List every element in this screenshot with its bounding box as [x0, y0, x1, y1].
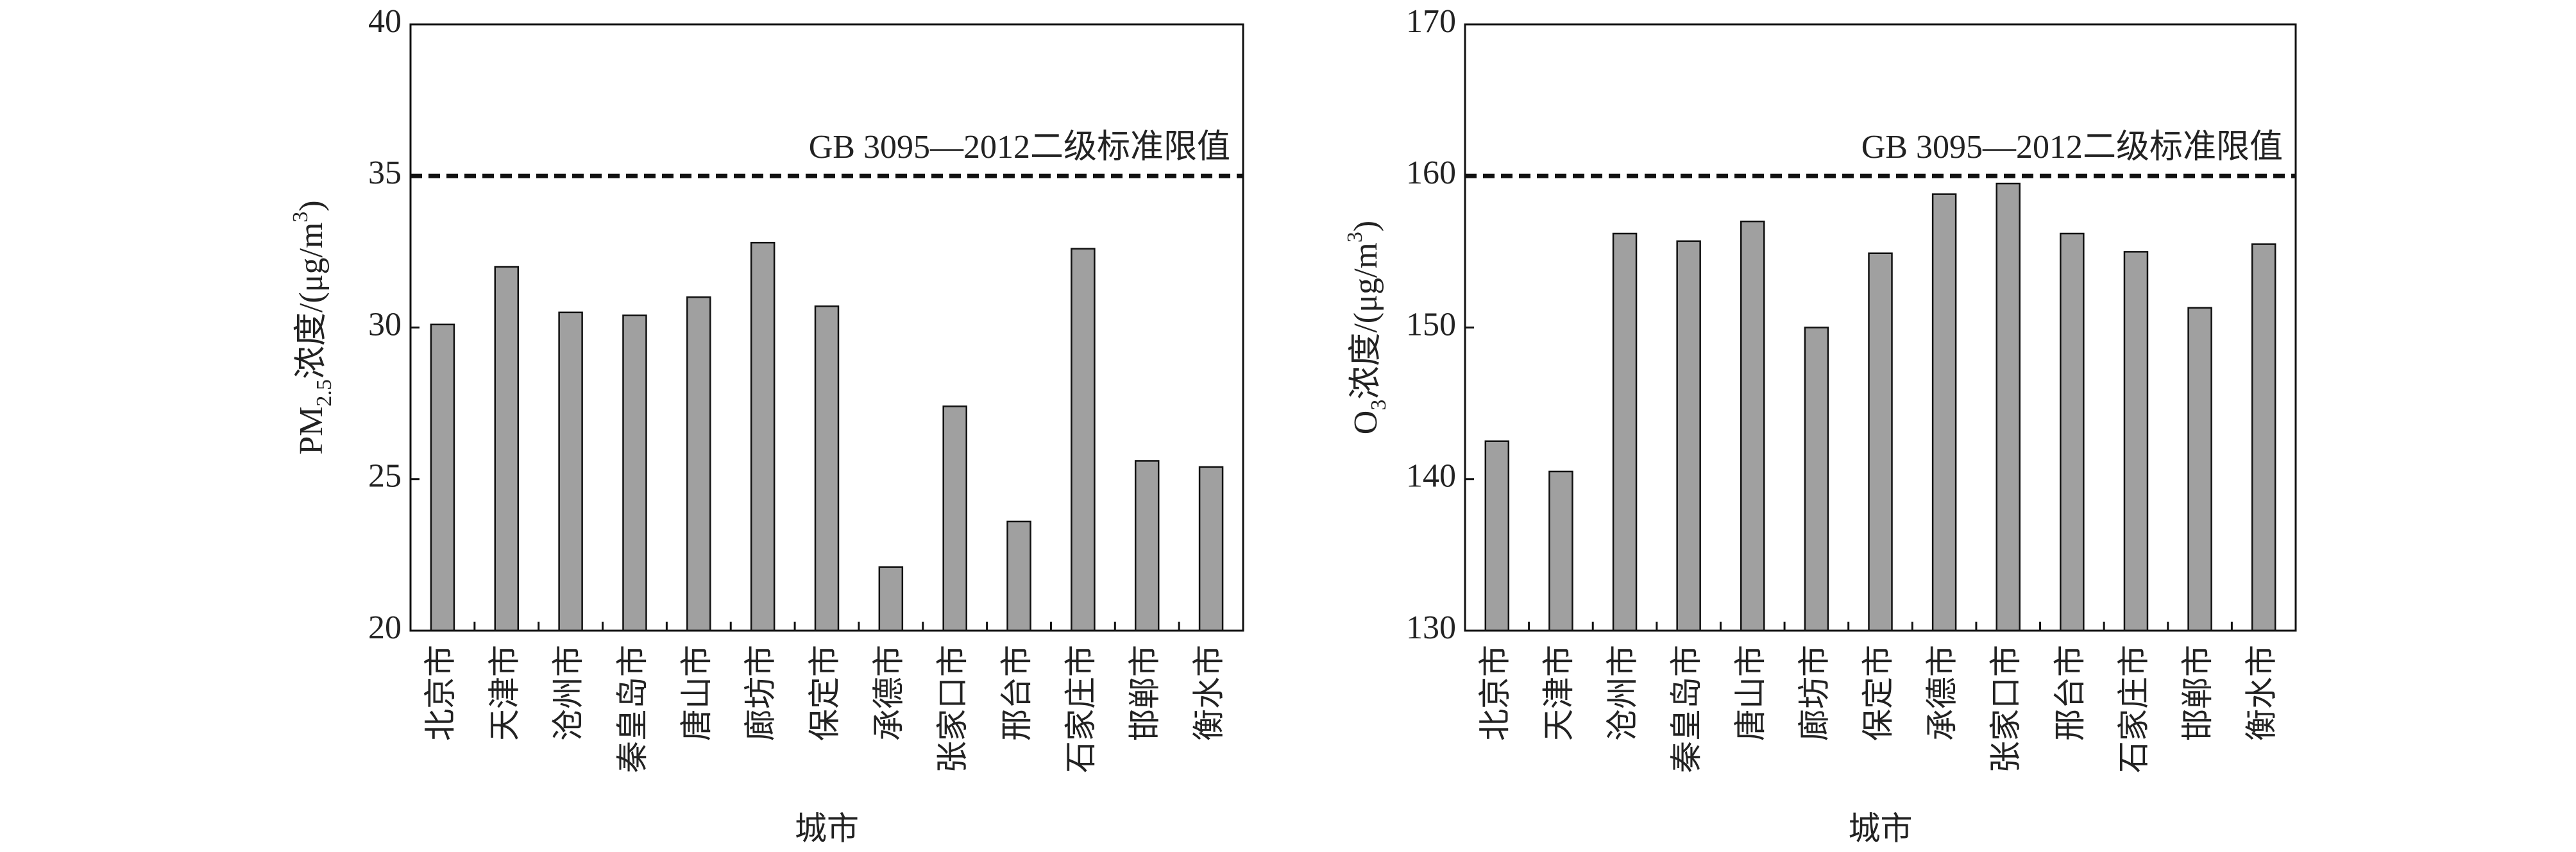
y-axis-label-part: PM	[293, 407, 330, 455]
bar	[2187, 307, 2212, 632]
y-tick-label: 35	[368, 155, 402, 191]
bar	[1548, 470, 1573, 632]
x-tick-label: 衡水市	[2243, 645, 2280, 741]
panel: 北京市 天津市 沧州市 秦皇岛市 唐山市 廊坊市 保定市 承德市 张家口市 邢台市 石家庄市 邯郸市衡…	[289, 3, 1244, 848]
y-axis-label-part: 3	[289, 212, 312, 223]
bar	[2123, 251, 2149, 632]
x-tick-label: 北京市	[421, 645, 459, 741]
x-axis-label: 城市	[1849, 810, 1913, 848]
bar	[814, 305, 840, 632]
axes-frame	[1464, 23, 2297, 632]
x-tick-label: 邢台市	[2051, 645, 2089, 741]
bar	[1868, 252, 1893, 632]
y-tick-label: 40	[368, 3, 402, 40]
x-axis-label: 城市	[795, 810, 859, 848]
x-tick-label: 保定市	[1860, 645, 1897, 741]
y-tick-label: 160	[1406, 155, 1456, 191]
y-tick-label: 150	[1406, 306, 1456, 343]
x-tick-label: 沧州市	[1604, 645, 1641, 741]
bar	[878, 566, 904, 632]
y-axis-label-part: )	[293, 200, 330, 211]
bar	[2060, 232, 2085, 632]
x-tick-label: 石家庄市	[1062, 645, 1099, 773]
reference-label: GB 3095—2012二级标准限值	[809, 129, 1230, 166]
x-tick-label: 廊坊市	[1795, 645, 1833, 741]
x-tick-label: 廊坊市	[742, 645, 779, 741]
reference-label: GB 3095—2012二级标准限值	[1861, 129, 2283, 166]
x-tick-label: 衡水市	[1191, 645, 1228, 741]
x-tick-label: 沧州市	[550, 645, 587, 741]
x-tick-label: 邯郸市	[1126, 645, 1164, 741]
x-tick-label: 邢台市	[998, 645, 1035, 741]
bar	[750, 241, 775, 632]
x-tick-label: 唐山市	[1732, 645, 1769, 741]
x-tick-label: 唐山市	[678, 645, 715, 741]
y-tick-label: 20	[368, 609, 402, 646]
y-axis-label-part: 浓度/(μg/m	[293, 223, 330, 380]
x-tick-label: 张家口市	[934, 645, 971, 773]
bar	[1134, 460, 1160, 632]
x-tick-label: 承德市	[870, 645, 907, 741]
y-axis-label: PM2.5浓度/(μg/m3)	[289, 200, 336, 455]
bar	[2251, 243, 2276, 632]
bar	[1804, 327, 1829, 632]
y-tick-label: 130	[1406, 609, 1456, 646]
y-axis-label: O3浓度/(μg/m3)	[1343, 221, 1391, 434]
bar	[558, 311, 583, 632]
bar	[1931, 193, 1957, 632]
y-tick-label: 25	[368, 458, 402, 495]
bar	[622, 314, 647, 632]
y-axis-label-part: 2.5	[312, 379, 336, 407]
x-tick-label: 秦皇岛市	[614, 645, 651, 773]
y-tick-label: 170	[1406, 3, 1456, 40]
bar	[1740, 220, 1765, 632]
y-axis-label-part: O	[1348, 411, 1384, 435]
bar	[1484, 440, 1510, 632]
bar	[494, 266, 520, 632]
bar	[942, 405, 967, 632]
y-axis-label-part: )	[1348, 221, 1384, 232]
y-tick-label: 30	[368, 306, 402, 343]
bar	[1198, 466, 1224, 632]
x-tick-label: 邯郸市	[2179, 645, 2216, 741]
x-tick-label: 张家口市	[1987, 645, 2024, 773]
panel: 北京市 天津市 沧州市 秦皇岛市 唐山市 廊坊市 保定市 承德市 张家口市 邢台市 石家庄市 邯郸市衡…	[1343, 3, 2297, 848]
bar	[1676, 240, 1701, 632]
x-tick-label: 天津市	[1540, 645, 1577, 741]
axes-frame	[409, 23, 1244, 632]
y-axis-label-part: 3	[1343, 232, 1367, 243]
bar	[1612, 232, 1638, 632]
x-tick-label: 承德市	[1924, 645, 1961, 741]
x-tick-label: 天津市	[486, 645, 523, 741]
y-tick-label: 140	[1406, 458, 1456, 495]
x-tick-label: 北京市	[1476, 645, 1513, 741]
y-axis-label-part: 浓度/(μg/m	[1348, 243, 1384, 400]
bar	[1071, 248, 1096, 632]
x-tick-label: 保定市	[806, 645, 843, 741]
x-tick-label: 秦皇岛市	[1668, 645, 1705, 773]
x-tick-label: 石家庄市	[2115, 645, 2152, 773]
bar	[1996, 182, 2021, 632]
y-axis-label-part: 3	[1367, 400, 1391, 411]
bar	[686, 296, 711, 632]
bar	[430, 323, 455, 632]
bar	[1006, 520, 1031, 632]
